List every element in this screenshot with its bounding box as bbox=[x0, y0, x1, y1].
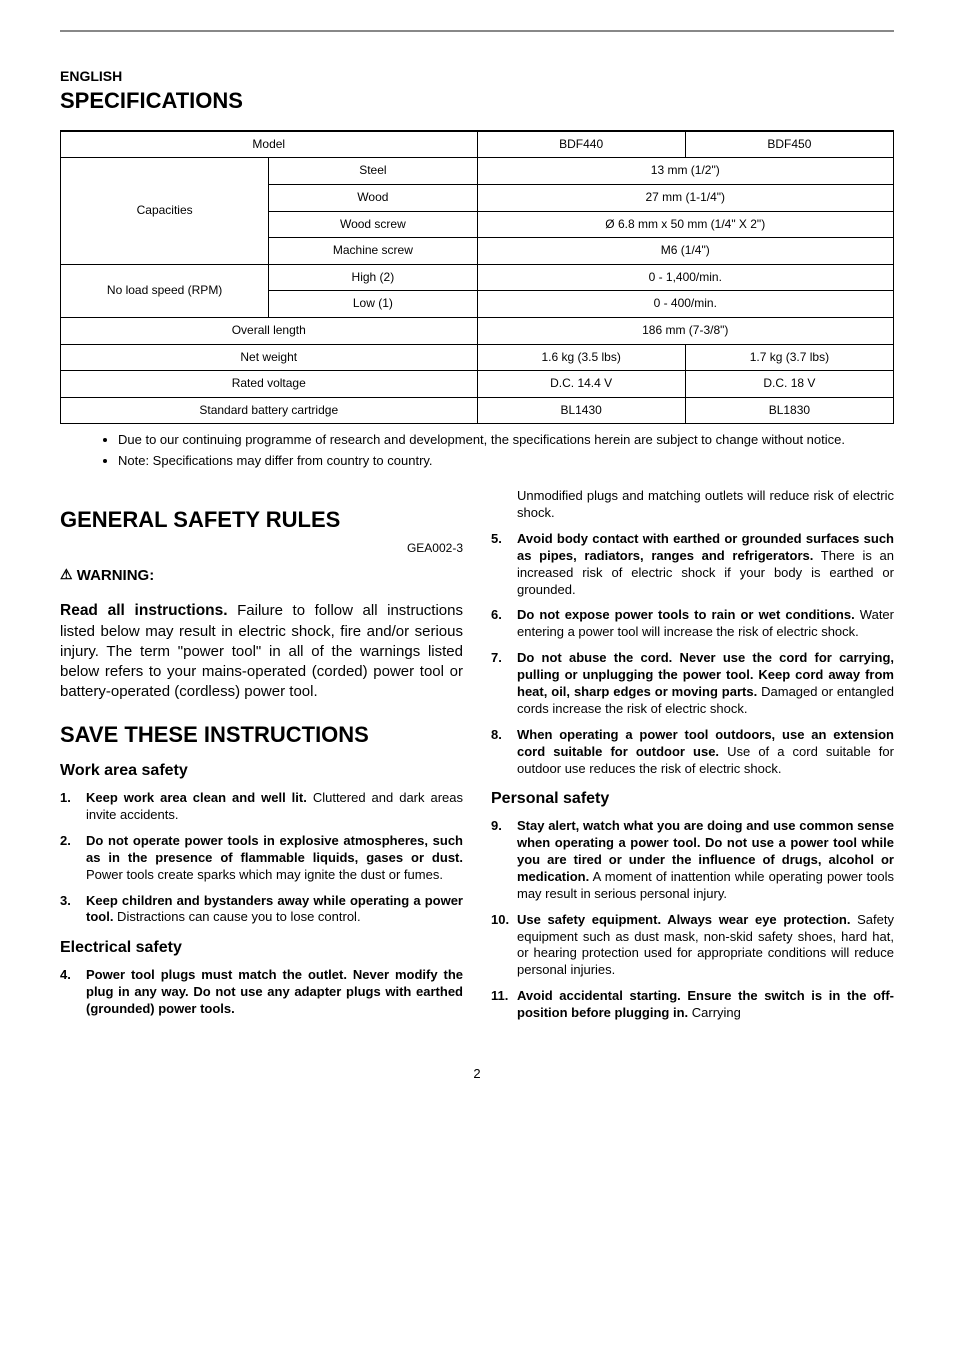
warning-icon: ⚠ bbox=[60, 565, 73, 583]
cell-woodscrew-label: Wood screw bbox=[269, 211, 477, 238]
rule-10: 10.Use safety equipment. Always wear eye… bbox=[491, 912, 894, 980]
spec-table: Model BDF440 BDF450 Capacities Steel 13 … bbox=[60, 130, 894, 425]
cell-overall-val: 186 mm (7-3/8") bbox=[477, 317, 894, 344]
cell-overall-label: Overall length bbox=[61, 317, 478, 344]
electrical-rules: 4.Power tool plugs must match the outlet… bbox=[60, 967, 463, 1018]
rule-2: 2.Do not operate power tools in explosiv… bbox=[60, 833, 463, 884]
cell-machscrew-label: Machine screw bbox=[269, 238, 477, 265]
rule-9: 9.Stay alert, watch what you are doing a… bbox=[491, 818, 894, 902]
cell-capacities-label: Capacities bbox=[61, 158, 269, 264]
cell-wood-val: 27 mm (1-1/4") bbox=[477, 184, 894, 211]
spec-heading: SPECIFICATIONS bbox=[60, 87, 894, 116]
warning-intro: Read all instructions. Failure to follow… bbox=[60, 601, 463, 703]
cell-batt-label: Standard battery cartridge bbox=[61, 397, 478, 424]
cell-volt-a: D.C. 14.4 V bbox=[477, 371, 685, 398]
rule-1: 1.Keep work area clean and well lit. Clu… bbox=[60, 790, 463, 824]
cell-steel-label: Steel bbox=[269, 158, 477, 185]
cell-woodscrew-val: Ø 6.8 mm x 50 mm (1/4" X 2") bbox=[477, 211, 894, 238]
electrical-heading: Electrical safety bbox=[60, 938, 463, 959]
cell-model-label: Model bbox=[61, 131, 478, 158]
cell-low-val: 0 - 400/min. bbox=[477, 291, 894, 318]
work-rules: 1.Keep work area clean and well lit. Clu… bbox=[60, 790, 463, 926]
cell-steel-val: 13 mm (1/2") bbox=[477, 158, 894, 185]
personal-rules: 9.Stay alert, watch what you are doing a… bbox=[491, 818, 894, 1022]
cell-netw-a: 1.6 kg (3.5 lbs) bbox=[477, 344, 685, 371]
language-label: ENGLISH bbox=[60, 67, 894, 85]
note-2: Note: Specifications may differ from cou… bbox=[118, 453, 894, 470]
page-number: 2 bbox=[60, 1066, 894, 1083]
rule-7: 7.Do not abuse the cord. Never use the c… bbox=[491, 650, 894, 718]
cell-noload-label: No load speed (RPM) bbox=[61, 264, 269, 317]
right-column: Unmodified plugs and matching outlets wi… bbox=[491, 488, 894, 1031]
warning-label: WARNING: bbox=[77, 567, 155, 584]
warning-heading: ⚠ WARNING: bbox=[60, 566, 463, 586]
cell-batt-a: BL1430 bbox=[477, 397, 685, 424]
spec-notes: Due to our continuing programme of resea… bbox=[60, 432, 894, 470]
electrical-rules-cont: Unmodified plugs and matching outlets wi… bbox=[491, 488, 894, 777]
cell-volt-b: D.C. 18 V bbox=[685, 371, 893, 398]
cell-machscrew-val: M6 (1/4") bbox=[477, 238, 894, 265]
rule-3: 3.Keep children and bystanders away whil… bbox=[60, 893, 463, 927]
save-heading: SAVE THESE INSTRUCTIONS bbox=[60, 721, 463, 750]
rule-11: 11.Avoid accidental starting. Ensure the… bbox=[491, 988, 894, 1022]
cell-model-a: BDF440 bbox=[477, 131, 685, 158]
cell-wood-label: Wood bbox=[269, 184, 477, 211]
doc-code: GEA002-3 bbox=[60, 541, 463, 557]
rule-4: 4.Power tool plugs must match the outlet… bbox=[60, 967, 463, 1018]
cell-low-label: Low (1) bbox=[269, 291, 477, 318]
cell-netw-b: 1.7 kg (3.7 lbs) bbox=[685, 344, 893, 371]
cell-batt-b: BL1830 bbox=[685, 397, 893, 424]
top-rule bbox=[60, 30, 894, 32]
rule-4-cont: Unmodified plugs and matching outlets wi… bbox=[491, 488, 894, 522]
cell-netw-label: Net weight bbox=[61, 344, 478, 371]
rule-8: 8.When operating a power tool outdoors, … bbox=[491, 727, 894, 778]
cell-high-label: High (2) bbox=[269, 264, 477, 291]
intro-bold: Read all instructions. bbox=[60, 602, 228, 619]
cell-volt-label: Rated voltage bbox=[61, 371, 478, 398]
note-1: Due to our continuing programme of resea… bbox=[118, 432, 894, 449]
work-area-heading: Work area safety bbox=[60, 761, 463, 782]
safety-heading: GENERAL SAFETY RULES bbox=[60, 506, 463, 535]
rule-6: 6.Do not expose power tools to rain or w… bbox=[491, 607, 894, 641]
personal-heading: Personal safety bbox=[491, 789, 894, 810]
cell-high-val: 0 - 1,400/min. bbox=[477, 264, 894, 291]
left-column: GENERAL SAFETY RULES GEA002-3 ⚠ WARNING:… bbox=[60, 488, 463, 1031]
cell-model-b: BDF450 bbox=[685, 131, 893, 158]
rule-5: 5.Avoid body contact with earthed or gro… bbox=[491, 531, 894, 599]
